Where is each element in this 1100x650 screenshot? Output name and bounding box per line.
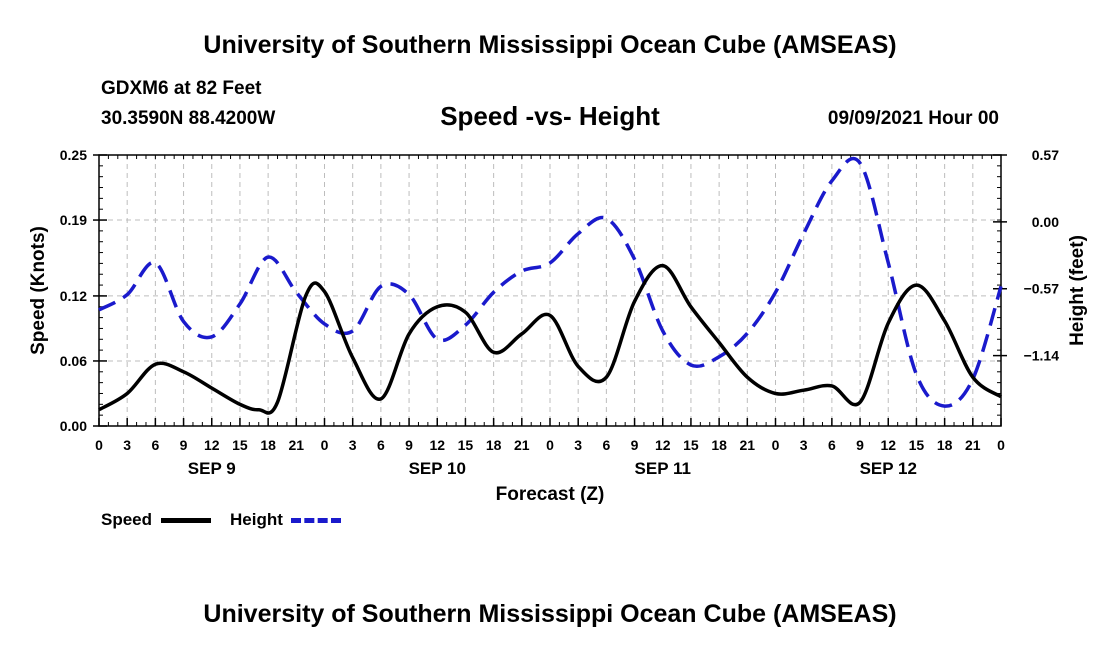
x-tick-label: 12 (655, 437, 671, 453)
x-tick-label: 0 (997, 437, 1005, 453)
x-tick-label: 6 (377, 437, 385, 453)
x-tick-label: 0 (321, 437, 329, 453)
y-tick-label: 0.06 (60, 353, 87, 369)
x-tick-label: 21 (965, 437, 981, 453)
y-tick-label: 0.00 (60, 418, 87, 434)
x-tick-label: 12 (880, 437, 896, 453)
x-tick-label: 21 (514, 437, 530, 453)
x-tick-label: 6 (151, 437, 159, 453)
x-tick-label: 9 (856, 437, 864, 453)
x-day-label: SEP 11 (635, 459, 691, 478)
x-tick-label: 15 (458, 437, 474, 453)
x-tick-label: 21 (740, 437, 756, 453)
legend-height-label: Height (230, 510, 283, 529)
x-tick-label: 15 (232, 437, 248, 453)
x-tick-label: 9 (631, 437, 639, 453)
x-tick-label: 3 (574, 437, 582, 453)
x-tick-label: 21 (289, 437, 305, 453)
y-tick-label: 0.12 (60, 288, 87, 304)
x-tick-label: 3 (800, 437, 808, 453)
x-tick-label: 12 (204, 437, 220, 453)
y2-tick-label: 0.57 (1032, 147, 1059, 163)
y-axis-title: Speed (Knots) (28, 226, 49, 355)
x-tick-label: 0 (772, 437, 780, 453)
x-day-label: SEP 9 (188, 459, 236, 478)
x-axis-title: Forecast (Z) (496, 484, 605, 505)
footer-title: University of Southern Mississippi Ocean… (203, 600, 897, 628)
legend-speed-swatch (161, 518, 211, 523)
legend-speed-label: Speed (101, 510, 153, 529)
x-tick-label: 6 (602, 437, 610, 453)
page-title: University of Southern Mississippi Ocean… (203, 31, 897, 59)
coordinates-label: 30.3590N 88.4200W (101, 108, 276, 129)
x-tick-label: 15 (683, 437, 699, 453)
x-tick-label: 3 (123, 437, 131, 453)
x-tick-label: 12 (429, 437, 445, 453)
y-tick-label: 0.25 (60, 147, 87, 163)
x-tick-label: 0 (546, 437, 554, 453)
y2-tick-label: 0.00 (1032, 214, 1059, 230)
height-series-line (98, 156, 1003, 408)
x-tick-label: 15 (909, 437, 925, 453)
x-tick-label: 18 (260, 437, 276, 453)
x-tick-label: 18 (486, 437, 502, 453)
x-tick-label: 18 (937, 437, 953, 453)
legend-height-swatch (291, 518, 341, 523)
x-day-label: SEP 12 (860, 459, 917, 478)
x-day-label: SEP 10 (409, 459, 466, 478)
y-tick-label: 0.19 (60, 212, 87, 228)
chart-subtitle: Speed -vs- Height (440, 101, 660, 131)
station-label: GDXM6 at 82 Feet (101, 78, 262, 99)
y2-axis-title: Height (feet) (1067, 235, 1088, 346)
x-tick-label: 9 (180, 437, 188, 453)
x-tick-label: 0 (95, 437, 103, 453)
x-tick-label: 6 (828, 437, 836, 453)
forecast-datetime: 09/09/2021 Hour 00 (827, 108, 999, 129)
speed-series-line (98, 263, 1002, 415)
x-tick-label: 9 (405, 437, 413, 453)
x-tick-label: 3 (349, 437, 357, 453)
y2-tick-label: −1.14 (1024, 348, 1060, 364)
x-tick-label: 18 (711, 437, 727, 453)
y2-tick-label: −0.57 (1024, 281, 1060, 297)
